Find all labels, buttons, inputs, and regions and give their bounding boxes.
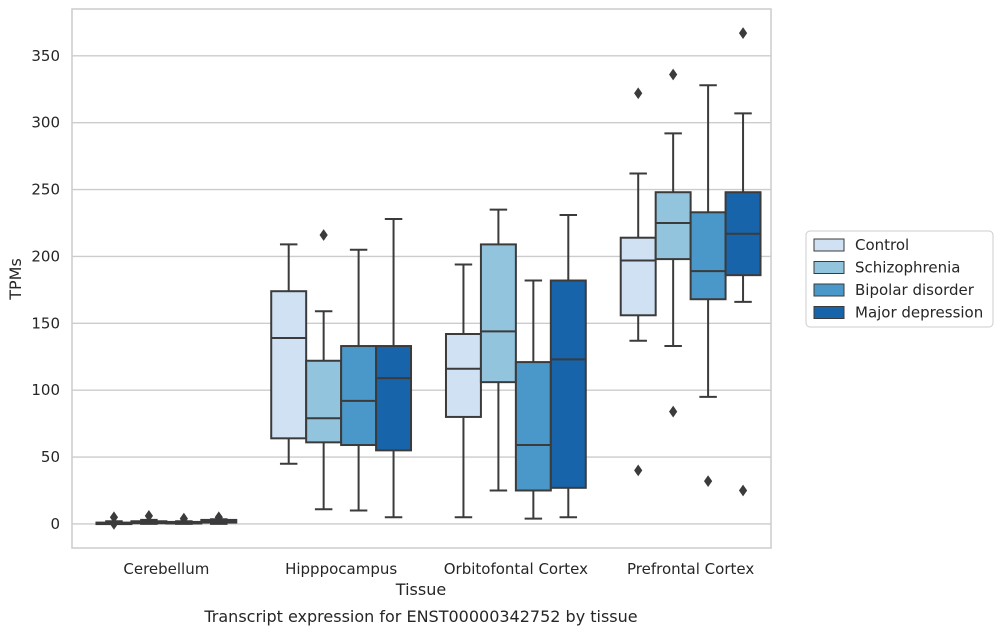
y-tick-label: 100 — [31, 381, 60, 399]
chart-caption: Transcript expression for ENST0000034275… — [203, 607, 637, 626]
box-bipolar-disorder-3 — [689, 84, 727, 487]
legend-item: Control — [813, 236, 909, 254]
y-tick-label: 250 — [31, 181, 60, 199]
box-control-0 — [95, 511, 133, 530]
box-control-3 — [619, 87, 657, 477]
x-axis-label: Tissue — [395, 580, 446, 599]
box-schizophrenia-1 — [305, 229, 343, 511]
box-iqr — [479, 243, 517, 384]
box-iqr — [375, 345, 413, 452]
box-major-depression-3 — [724, 27, 762, 497]
box-control-1 — [270, 243, 308, 465]
box-bipolar-disorder-1 — [340, 248, 378, 512]
outlier-point — [109, 518, 119, 530]
outlier-point — [179, 512, 188, 525]
box-iqr — [340, 345, 378, 447]
box-iqr — [619, 236, 657, 317]
legend-items: Control Schizophrenia Bipolar disorder Majo… — [813, 236, 983, 322]
box-iqr — [305, 359, 343, 444]
legend-swatch — [813, 238, 845, 252]
boxes-layer — [95, 27, 762, 530]
y-axis-label: TPMs — [6, 258, 25, 301]
outlier-point — [634, 87, 643, 100]
grid-layer — [72, 55, 771, 525]
outlier-point — [634, 464, 643, 477]
x-tick-label: Hipppocampus — [285, 560, 397, 578]
y-tick-label: 350 — [31, 47, 60, 65]
legend-label: Bipolar disorder — [855, 281, 975, 299]
box-major-depression-2 — [549, 213, 587, 519]
legend-label: Schizophrenia — [855, 259, 960, 277]
legend-swatch — [813, 261, 845, 274]
outlier-point — [144, 510, 154, 522]
box-bipolar-disorder-2 — [514, 279, 552, 520]
outlier-point — [738, 484, 748, 497]
y-tick-labels: 0 50 100 150 200 250 300 350 — [31, 47, 60, 533]
y-tick-label: 50 — [41, 448, 60, 466]
legend-item: Schizophrenia — [813, 259, 960, 277]
box-major-depression-0 — [200, 511, 238, 525]
y-tick-label: 0 — [50, 515, 60, 533]
outlier-point — [319, 229, 328, 241]
box-control-2 — [444, 263, 482, 519]
plot-frame — [71, 8, 772, 549]
box-iqr — [654, 191, 692, 261]
box-schizophrenia-2 — [479, 208, 517, 492]
x-tick-label: Orbitofontal Cortex — [444, 560, 588, 578]
legend-item: Major depression — [813, 304, 983, 322]
box-iqr — [514, 361, 552, 492]
legend-label: Major depression — [855, 304, 983, 322]
box-iqr — [444, 333, 482, 418]
box-schizophrenia-3 — [654, 68, 692, 418]
legend-swatch — [813, 283, 845, 297]
y-tick-label: 200 — [31, 247, 60, 265]
box-bipolar-disorder-0 — [165, 512, 203, 525]
box-iqr — [689, 211, 727, 301]
legend: Control Schizophrenia Bipolar disorder Majo… — [805, 230, 994, 328]
outlier-point — [669, 405, 678, 418]
y-tick-label: 150 — [31, 314, 60, 332]
outlier-point — [669, 68, 678, 81]
y-tick-label: 300 — [31, 114, 60, 132]
outlier-point — [214, 511, 223, 524]
legend-frame — [805, 230, 994, 328]
x-tick-labels: Cerebellum Hipppocampus Orbitofontal Corte… — [123, 560, 754, 578]
box-iqr — [549, 279, 587, 489]
box-major-depression-1 — [375, 217, 413, 519]
x-tick-label: Prefrontal Cortex — [627, 560, 754, 578]
x-tick-label: Cerebellum — [123, 560, 209, 578]
outlier-point — [738, 27, 748, 39]
legend-item: Bipolar disorder — [813, 281, 975, 299]
box-schizophrenia-0 — [130, 510, 168, 525]
legend-swatch — [813, 306, 845, 319]
legend-label: Control — [855, 236, 909, 254]
outlier-point — [703, 475, 713, 487]
box-iqr — [270, 290, 308, 440]
